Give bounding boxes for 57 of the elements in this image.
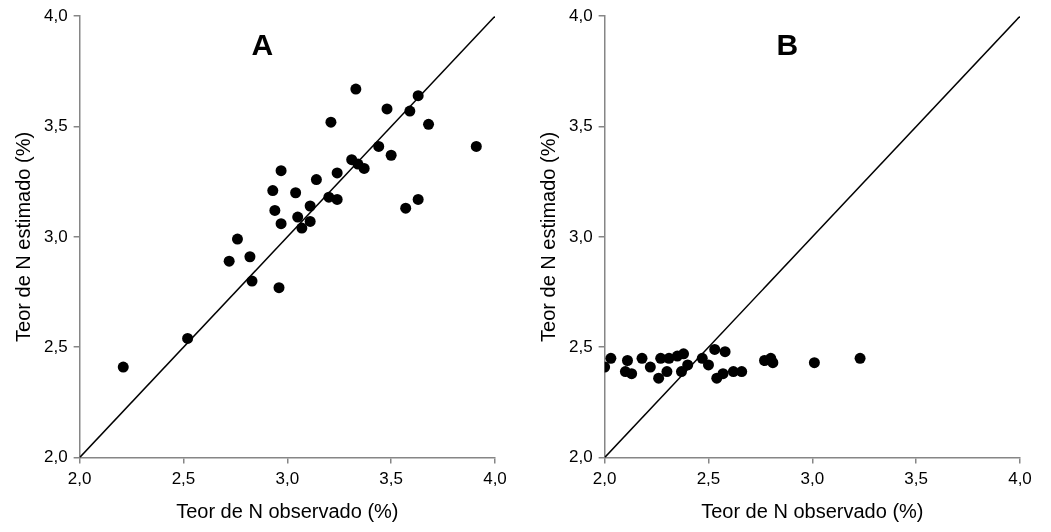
point [304, 215, 316, 227]
point [404, 105, 416, 117]
point [470, 140, 482, 152]
point [296, 222, 308, 234]
y-tick-label: 4,0 [43, 5, 68, 25]
y-tick-label: 2,5 [43, 336, 68, 356]
x-tick-label: 2,5 [171, 469, 196, 489]
x-tick-label: 3,5 [379, 469, 403, 489]
point [269, 204, 281, 216]
y-axis-title: Teor de N estimado (%) [11, 131, 34, 342]
y-axis-title: Teor de N estimado (%) [536, 131, 559, 342]
x-axis-title: Teor de N observado (%) [701, 499, 924, 522]
point [223, 255, 235, 267]
x-tick-label: 4,0 [483, 469, 507, 489]
point [117, 361, 129, 373]
chart-title: A [251, 28, 274, 62]
y-tick-label: 3,0 [43, 226, 68, 246]
y-tick-label: 3,5 [43, 116, 68, 136]
point [412, 90, 424, 102]
x-tick-label: 2,0 [67, 469, 92, 489]
x-tick-label: 3,0 [275, 469, 300, 489]
x-tick-label: 2,5 [696, 469, 721, 489]
x-tick-label: 3,0 [800, 469, 825, 489]
x-tick-label: 3,5 [904, 469, 928, 489]
point [325, 116, 337, 128]
point [275, 218, 287, 230]
point [231, 233, 243, 245]
point [400, 202, 412, 214]
point [267, 185, 279, 197]
x-tick-label: 2,0 [592, 469, 617, 489]
point [423, 118, 435, 130]
y-tick-label: 4,0 [568, 5, 593, 25]
point [290, 187, 302, 199]
x-axis-title: Teor de N observado (%) [176, 499, 399, 522]
point [275, 165, 287, 177]
y-tick-label: 3,0 [568, 226, 593, 246]
y-tick-label: 2,5 [568, 336, 593, 356]
point [412, 193, 424, 205]
point [331, 193, 343, 205]
point [304, 200, 316, 212]
point [373, 140, 385, 152]
point [385, 149, 397, 161]
chart-title: B [776, 28, 799, 62]
point [331, 167, 343, 179]
y-tick-label: 2,0 [43, 447, 68, 467]
y-tick-label: 2,0 [568, 447, 593, 467]
point [310, 174, 322, 186]
point [244, 251, 256, 263]
point [273, 282, 285, 294]
point [381, 103, 393, 115]
x-tick-label: 4,0 [1008, 469, 1032, 489]
y-tick-label: 3,5 [568, 116, 593, 136]
point [358, 162, 370, 174]
point [292, 211, 304, 223]
point [350, 83, 362, 95]
point [246, 275, 258, 287]
point [182, 332, 194, 344]
